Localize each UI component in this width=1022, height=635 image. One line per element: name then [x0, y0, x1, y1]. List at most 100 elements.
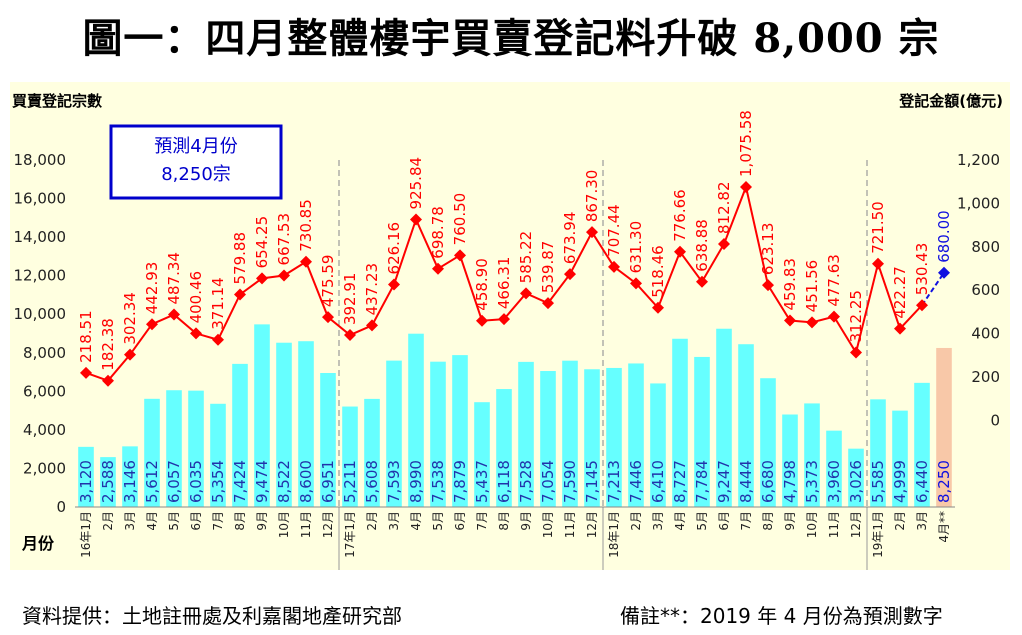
y2-tick-label: 0	[990, 411, 1000, 429]
y2-tick-label: 600	[971, 281, 1000, 299]
line-marker	[784, 314, 796, 327]
bar	[254, 324, 270, 507]
y-tick-label: 14,000	[14, 228, 67, 246]
forecast-callout: 預測4月份 8,250宗	[109, 124, 283, 200]
x-tick-label: 5月	[431, 511, 445, 531]
left-axis-ticks: 0 2,000 4,000 6,000 8,000 10,000 12,000 14,000 1…	[14, 151, 67, 516]
bar-value-label: 6,035	[187, 460, 205, 503]
bar	[232, 363, 248, 507]
bar	[430, 361, 446, 507]
bar-value-label: 7,054	[539, 460, 557, 503]
bar-value-label: 9,474	[253, 460, 271, 503]
x-axis-ticks: 16年1月 2月 3月 4月 5月 6月 7月 8月 9月 10月 11月 12月 17年1月 2月 3月 4…	[79, 511, 951, 558]
bar	[408, 333, 424, 507]
line-value-label: 442.93	[143, 262, 161, 315]
bar	[562, 360, 578, 507]
bar	[100, 457, 116, 507]
y-tick-label: 10,000	[14, 305, 67, 323]
y2-tick-label: 1,000	[957, 194, 1000, 212]
line-value-label: 1,075.58	[737, 110, 755, 177]
line-marker	[410, 213, 422, 226]
line-marker	[872, 257, 884, 270]
x-tick-label: 8月	[761, 511, 775, 531]
bar	[320, 373, 336, 507]
line-value-label: 721.50	[869, 201, 887, 254]
bar	[452, 355, 468, 507]
bar-value-label: 5,608	[363, 460, 381, 503]
line-marker	[322, 311, 334, 324]
line-value-label: 925.84	[407, 157, 425, 210]
bar-value-label: 3,146	[121, 460, 139, 503]
bar-value-label: 7,446	[627, 460, 645, 503]
data-source-note: 資料提供：土地註冊處及利嘉閣地產研究部	[22, 604, 402, 628]
line-value-label: 182.38	[99, 318, 117, 371]
line-marker	[300, 255, 312, 268]
bar	[650, 383, 666, 507]
bar-value-label: 7,145	[583, 460, 601, 503]
x-tick-label: 5月	[695, 511, 709, 531]
y-tick-label: 16,000	[14, 190, 67, 208]
bar-value-label: 8,250	[935, 460, 953, 503]
line-value-label: 371.14	[209, 277, 227, 330]
line-value-label: 487.34	[165, 252, 183, 305]
line-marker	[762, 279, 774, 292]
bar	[386, 360, 402, 507]
line-marker	[388, 278, 400, 291]
bar-value-label: 8,990	[407, 460, 425, 503]
line-value-label: 302.34	[121, 292, 139, 345]
bar-value-label: 6,680	[759, 460, 777, 503]
line-marker	[696, 275, 708, 288]
line-marker	[740, 180, 752, 193]
line-marker	[564, 268, 576, 281]
line-value-label: 760.50	[451, 193, 469, 246]
line-marker	[432, 262, 444, 275]
forecast-footnote: 備註**：2019 年 4 月份為預測數字	[620, 604, 943, 628]
y-tick-label: 8,000	[23, 344, 66, 362]
line-value-label: 459.83	[781, 258, 799, 311]
line-value-label: 698.78	[429, 206, 447, 259]
x-tick-label: 18年1月	[607, 511, 621, 558]
line-marker	[124, 348, 136, 361]
bar	[672, 338, 688, 507]
x-tick-label: 4月**	[937, 511, 951, 543]
y2-tick-label: 800	[971, 238, 1000, 256]
y2-tick-label: 400	[971, 325, 1000, 343]
bar-value-label: 6,410	[649, 460, 667, 503]
x-tick-label: 19年1月	[871, 511, 885, 558]
bar	[144, 398, 160, 507]
line-marker	[256, 272, 268, 285]
x-tick-label: 12月	[321, 511, 335, 538]
x-tick-label: 11月	[563, 511, 577, 538]
line-marker	[234, 288, 246, 301]
x-tick-label: 12月	[585, 511, 599, 538]
y-tick-label: 6,000	[23, 382, 66, 400]
bar-value-label: 4,798	[781, 460, 799, 503]
line-marker	[806, 316, 818, 329]
bar-value-label: 5,612	[143, 460, 161, 503]
bar	[848, 448, 864, 507]
bar	[760, 378, 776, 507]
line-marker	[344, 329, 356, 342]
line-value-label: 475.59	[319, 255, 337, 308]
x-tick-label: 3月	[651, 511, 665, 531]
chart-title: 圖一：四月整體樓宇買賣登記料升破 8,000 宗	[82, 15, 940, 62]
line-value-label: 477.63	[825, 254, 843, 307]
x-tick-label: 3月	[387, 511, 401, 531]
bar-value-label: 6,951	[319, 460, 337, 503]
line-value-label: 539.87	[539, 241, 557, 294]
line-value-label: 585.22	[517, 231, 535, 284]
bar-value-label: 7,538	[429, 460, 447, 503]
x-tick-label: 11月	[827, 511, 841, 538]
bar	[210, 403, 226, 507]
line-marker	[146, 318, 158, 331]
line-marker	[190, 327, 202, 340]
bar-value-label: 3,120	[77, 460, 95, 503]
y-tick-label: 2,000	[23, 459, 66, 477]
line-marker	[894, 322, 906, 335]
x-tick-label: 6月	[717, 511, 731, 531]
line-markers	[80, 180, 950, 387]
bar	[78, 446, 94, 507]
bar	[584, 369, 600, 507]
line-marker	[278, 269, 290, 282]
forecast-callout-line1: 預測4月份	[154, 136, 237, 157]
